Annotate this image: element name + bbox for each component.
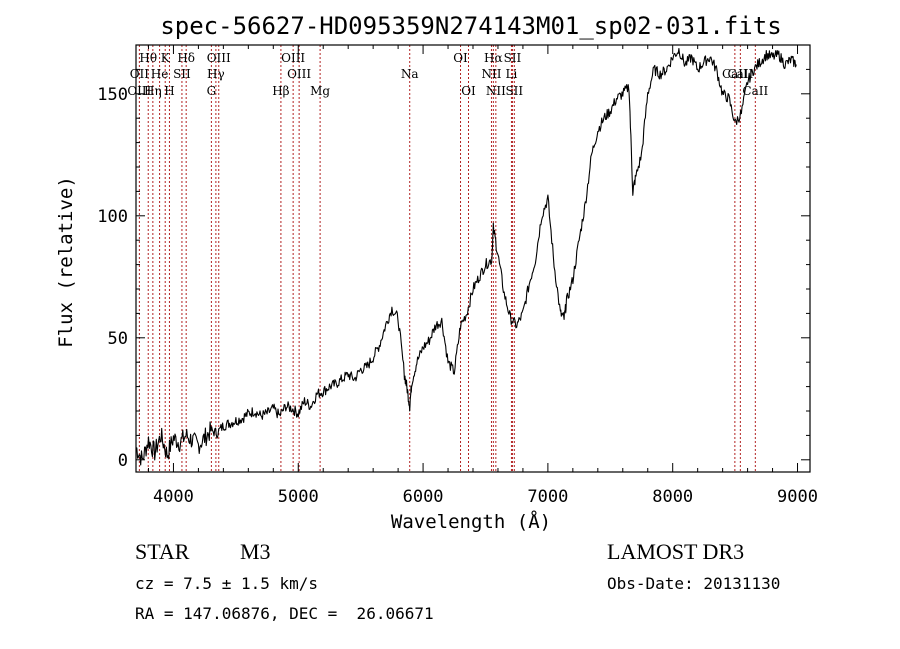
- chart-title: spec-56627-HD095359N274143M01_sp02-031.f…: [160, 12, 781, 40]
- y-axis-label: Flux (relative): [55, 176, 77, 348]
- spectral-line-label: OI: [461, 84, 476, 98]
- spectral-line-label: CaII: [727, 67, 753, 81]
- spectral-line-label: CaII: [722, 67, 748, 81]
- x-tick-label: 5000: [278, 487, 319, 507]
- spectral-line-label: OIII: [281, 51, 305, 65]
- spectral-line-label: Li: [506, 67, 518, 81]
- spectral-line-label: H: [164, 84, 174, 98]
- spectrum-series: [135, 48, 797, 466]
- spectral-line-label: NII: [481, 67, 501, 81]
- x-tick-label: 8000: [652, 487, 693, 507]
- spectral-line-label: OII: [130, 67, 150, 81]
- redshift-velocity: cz = 7.5 ± 1.5 km/s: [135, 574, 319, 593]
- spectral-line-label: OI: [453, 51, 468, 65]
- spectral-line-label: Hη: [144, 84, 162, 98]
- spectral-line-label: Mg: [310, 84, 330, 98]
- subclass: M3: [240, 539, 271, 564]
- object-type: STAR: [135, 539, 190, 564]
- spectral-line-label: Hα: [484, 51, 503, 65]
- y-axis: 0 50 100 150: [97, 68, 810, 471]
- x-tick-label: 6000: [403, 487, 444, 507]
- line-markers: [138, 45, 756, 472]
- y-tick-label: 150: [97, 85, 128, 105]
- spectral-line-label: OIII: [207, 51, 231, 65]
- spectral-line-label: Hβ: [272, 84, 289, 98]
- x-tick-label: 7000: [527, 487, 568, 507]
- x-axis-label: Wavelength (Å): [391, 510, 551, 533]
- coordinates: RA = 147.06876, DEC = 26.06671: [135, 604, 434, 623]
- spectral-line-label: Hθ: [139, 51, 157, 65]
- spectral-line-label: OIII: [287, 67, 311, 81]
- x-tick-label: 9000: [777, 487, 818, 507]
- spectral-line-label: SII: [505, 84, 523, 98]
- spectral-line-label: Na: [401, 67, 419, 81]
- y-tick-label: 0: [118, 451, 128, 471]
- spectral-line-label: NII: [486, 84, 506, 98]
- spectrum-chart: spec-56627-HD095359N274143M01_sp02-031.f…: [55, 12, 818, 533]
- spectral-line-label: K: [161, 51, 171, 65]
- spectral-line-label: CaII: [742, 84, 768, 98]
- spectral-line-label: SII: [173, 67, 191, 81]
- obs-date: Obs-Date: 20131130: [607, 574, 781, 593]
- spectral-line-label: SII: [504, 51, 522, 65]
- spectral-line-label: Hδ: [177, 51, 195, 65]
- spectral-line-label: OIII: [127, 84, 151, 98]
- plot-frame: [135, 44, 811, 473]
- spectral-line-label: G: [207, 84, 217, 98]
- spectral-line-label: Hγ: [207, 67, 225, 81]
- x-axis: 4000 5000 6000 7000 8000 9000: [147, 45, 818, 507]
- spectrum-line: [135, 48, 797, 466]
- y-tick-label: 50: [108, 329, 128, 349]
- spectral-line-label: He: [151, 67, 169, 81]
- y-tick-label: 100: [97, 207, 128, 227]
- x-tick-label: 4000: [153, 487, 194, 507]
- survey-name: LAMOST DR3: [607, 539, 745, 564]
